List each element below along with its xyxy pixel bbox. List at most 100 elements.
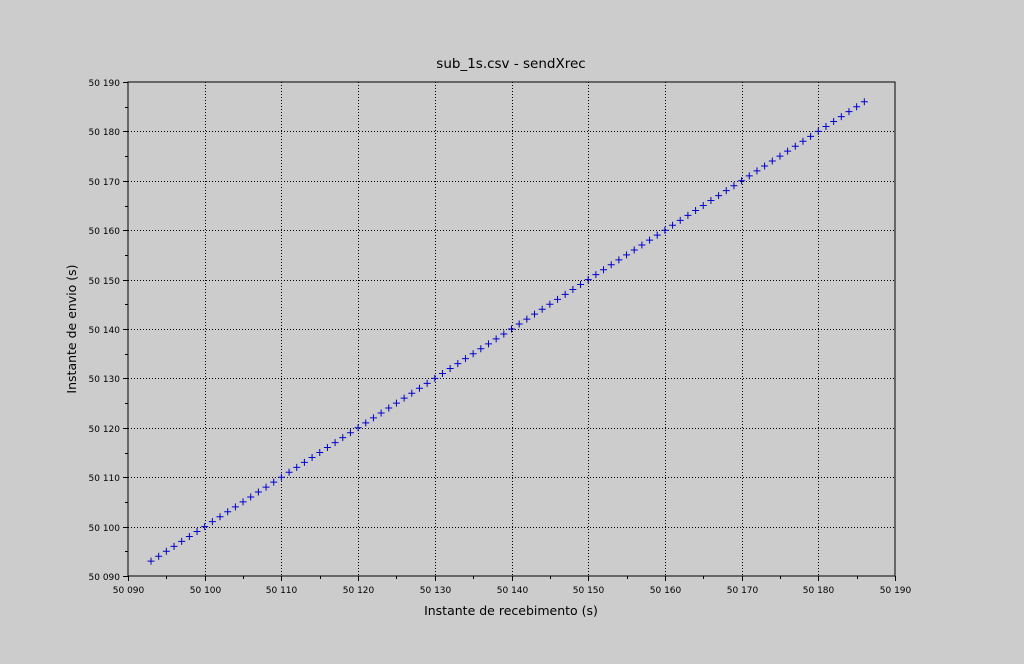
- data-point: [377, 409, 385, 417]
- data-point: [531, 310, 539, 318]
- x-tick-label: 50 120: [343, 586, 375, 596]
- data-point: [715, 192, 723, 200]
- data-point: [446, 365, 454, 373]
- y-tick-label: 50 110: [89, 474, 121, 484]
- data-point: [262, 483, 270, 491]
- data-point: [354, 424, 362, 432]
- y-tick-label: 50 170: [89, 178, 121, 188]
- data-point: [392, 399, 400, 407]
- data-point: [201, 523, 209, 531]
- y-tick-label: 50 150: [89, 277, 121, 287]
- data-point: [477, 345, 485, 353]
- data-point: [784, 147, 792, 155]
- data-point: [515, 320, 523, 328]
- data-point: [415, 384, 423, 392]
- data-point: [845, 108, 853, 116]
- data-point: [791, 142, 799, 150]
- data-point: [822, 122, 830, 130]
- data-point: [508, 325, 515, 333]
- data-point: [216, 513, 224, 521]
- data-point: [224, 508, 232, 516]
- data-point: [385, 404, 393, 412]
- x-tick-label: 50 130: [420, 586, 452, 596]
- data-point: [454, 360, 462, 368]
- y-tick-label: 50 100: [89, 524, 121, 534]
- data-point: [607, 261, 615, 269]
- data-point: [408, 389, 416, 397]
- data-point: [170, 542, 178, 550]
- y-tick-label: 50 130: [89, 375, 121, 385]
- data-point: [362, 419, 370, 427]
- data-points: [147, 98, 868, 565]
- data-point: [546, 300, 554, 308]
- data-point: [745, 172, 753, 180]
- data-point: [569, 285, 577, 293]
- data-point: [853, 103, 861, 111]
- data-point: [331, 439, 339, 447]
- x-tick-label: 50 190: [880, 586, 912, 596]
- data-point: [584, 276, 592, 284]
- data-point: [400, 394, 408, 402]
- x-tick-label: 50 090: [113, 586, 145, 596]
- data-point: [431, 374, 439, 382]
- data-point: [661, 226, 669, 234]
- data-point: [147, 557, 155, 565]
- y-tick-label: 50 140: [89, 326, 121, 336]
- data-point: [761, 162, 769, 170]
- data-point: [692, 206, 700, 214]
- grid: [128, 82, 895, 576]
- data-point: [653, 231, 661, 239]
- y-tick-label: 50 120: [89, 425, 121, 435]
- data-point: [776, 152, 784, 160]
- data-point: [646, 236, 654, 244]
- data-point: [500, 330, 508, 338]
- data-point: [461, 355, 469, 363]
- data-point: [638, 241, 646, 249]
- data-point: [860, 98, 868, 106]
- x-tick-label: 50 160: [650, 586, 682, 596]
- data-point: [231, 503, 239, 511]
- data-point: [369, 414, 377, 422]
- data-point: [178, 537, 186, 545]
- data-point: [339, 434, 347, 442]
- data-point: [285, 468, 293, 476]
- data-point: [208, 518, 216, 526]
- data-point: [630, 246, 638, 254]
- data-point: [577, 281, 585, 289]
- data-point: [799, 137, 807, 145]
- data-point: [316, 449, 324, 456]
- data-point: [239, 498, 247, 506]
- data-point: [193, 528, 201, 536]
- data-point: [600, 266, 608, 274]
- y-tick-label: 50 160: [89, 227, 121, 237]
- data-point: [308, 453, 316, 461]
- x-axis-label: Instante de recebimento (s): [424, 603, 598, 618]
- data-point: [814, 127, 822, 135]
- y-tick-label: 50 190: [89, 79, 121, 89]
- data-point: [254, 488, 262, 496]
- data-point: [538, 305, 546, 313]
- x-tick-label: 50 180: [803, 586, 835, 596]
- axis-ticks: 50 090 50 100 50 110 50 120 50 130 50 140 50 1…: [89, 79, 912, 596]
- data-point: [830, 118, 838, 126]
- data-point: [592, 271, 600, 279]
- data-point: [277, 473, 285, 481]
- data-point: [438, 369, 446, 377]
- data-point: [300, 458, 308, 466]
- data-point: [722, 187, 730, 195]
- data-point: [162, 547, 170, 555]
- data-point: [247, 493, 255, 501]
- data-point: [730, 182, 738, 190]
- data-point: [523, 315, 531, 323]
- data-point: [623, 251, 631, 259]
- data-point: [707, 197, 715, 205]
- x-tick-label: 50 170: [727, 586, 759, 596]
- data-point: [561, 290, 569, 298]
- y-tick-label: 50 180: [89, 128, 121, 138]
- data-point: [270, 478, 278, 486]
- data-point: [554, 295, 562, 303]
- data-point: [699, 202, 707, 209]
- y-tick-label: 50 090: [89, 573, 121, 583]
